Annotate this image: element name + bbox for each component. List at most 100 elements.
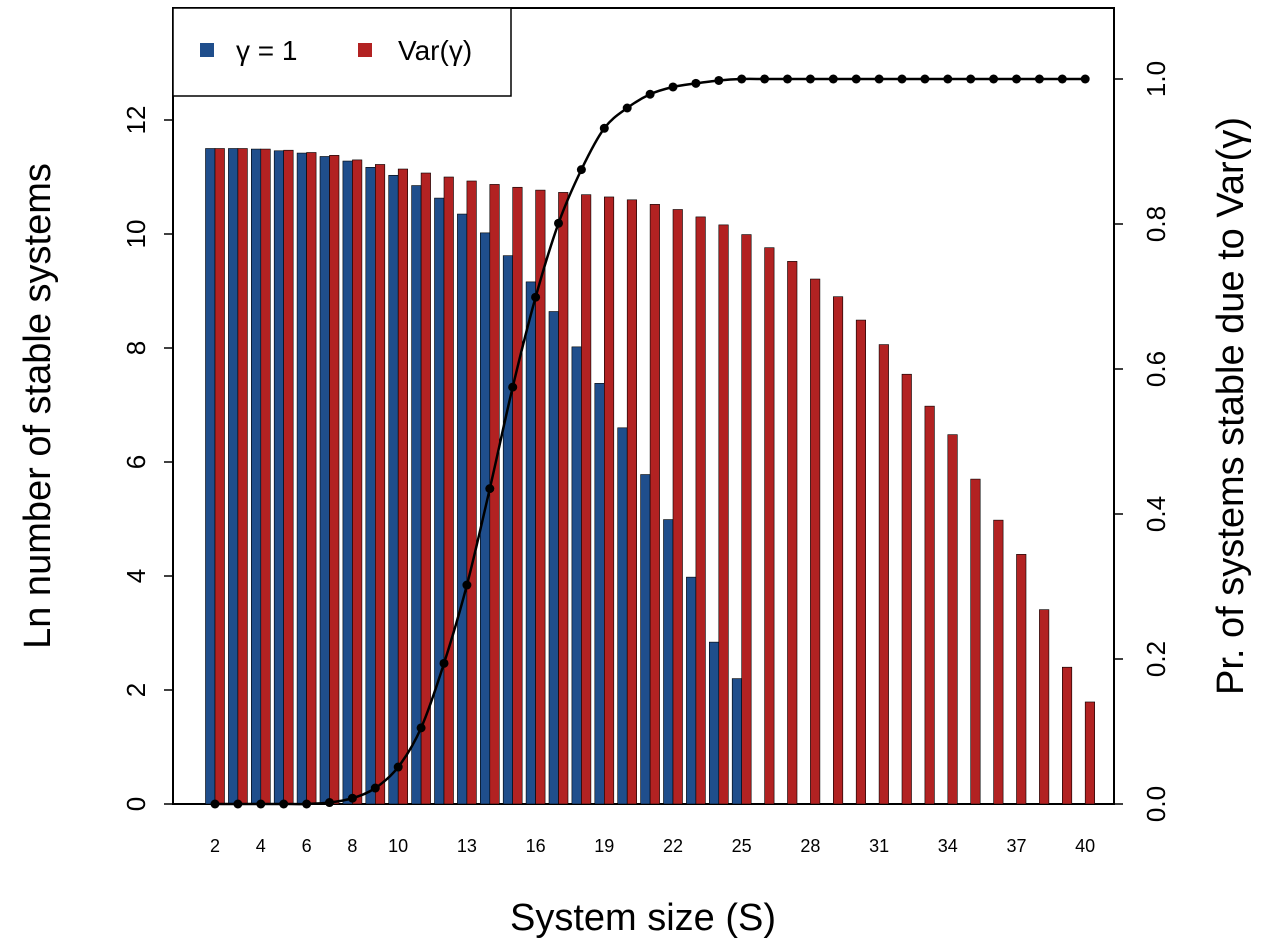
bar-gamma-1-s25 bbox=[731, 678, 743, 805]
bar-var-gamma-s31 bbox=[878, 344, 889, 805]
probability-point-s25 bbox=[737, 74, 747, 84]
probability-line-group bbox=[210, 74, 1090, 809]
bar-gamma-1-s4 bbox=[251, 148, 262, 805]
bar-gamma-1-s9 bbox=[365, 167, 376, 805]
bar-gamma-1-s13 bbox=[457, 213, 468, 805]
probability-point-s15 bbox=[508, 382, 518, 392]
probability-point-s29 bbox=[828, 74, 838, 84]
bar-var-gamma-s12 bbox=[443, 176, 454, 805]
x-tick-label: 8 bbox=[347, 836, 357, 856]
bar-var-gamma-s9 bbox=[374, 164, 386, 805]
bar-var-gamma-s13 bbox=[466, 180, 477, 805]
bar-var-gamma-s28 bbox=[810, 278, 821, 805]
probability-point-s37 bbox=[1012, 74, 1021, 84]
y-axis-title: Ln number of stable systems bbox=[17, 163, 59, 649]
probability-point-s4 bbox=[256, 799, 266, 809]
bar-var-gamma-s25 bbox=[741, 234, 752, 805]
probability-point-s20 bbox=[622, 103, 632, 113]
left-y-axis: 0 2 4 6 8 10 12 bbox=[121, 106, 173, 811]
y2-tick-label: 0.6 bbox=[1141, 351, 1171, 387]
bar-gamma-1-s18 bbox=[571, 346, 582, 805]
y2-tick-label: 0.4 bbox=[1141, 496, 1171, 532]
probability-point-s11 bbox=[416, 723, 426, 733]
y-tick-label: 10 bbox=[121, 220, 151, 249]
bar-var-gamma-s33 bbox=[924, 405, 935, 805]
probability-point-s35 bbox=[966, 74, 976, 84]
y2-tick-label: 0.0 bbox=[1141, 786, 1171, 822]
bar-var-gamma-s5 bbox=[283, 149, 294, 805]
probability-point-s13 bbox=[462, 580, 472, 590]
probability-point-s32 bbox=[897, 74, 907, 84]
probability-point-s21 bbox=[645, 89, 655, 99]
x-tick-label: 28 bbox=[800, 836, 820, 856]
bar-var-gamma-s26 bbox=[764, 247, 775, 805]
y2-tick-label: 0.8 bbox=[1141, 206, 1171, 242]
y-tick-label: 2 bbox=[121, 683, 151, 697]
bar-gamma-1-s12 bbox=[434, 197, 445, 805]
probability-point-s16 bbox=[531, 292, 541, 302]
bar-var-gamma-s18 bbox=[581, 194, 592, 805]
legend: γ = 1 Var(γ) bbox=[172, 7, 512, 97]
probability-point-s5 bbox=[279, 799, 289, 809]
bar-var-gamma-s3 bbox=[237, 148, 248, 805]
probability-point-s9 bbox=[370, 783, 380, 793]
bar-var-gamma-s14 bbox=[489, 184, 500, 805]
bar-var-gamma-s10 bbox=[397, 168, 409, 805]
probability-point-s39 bbox=[1057, 74, 1067, 84]
x-tick-label: 31 bbox=[869, 836, 889, 856]
bar-gamma-1-s24 bbox=[708, 641, 720, 805]
x-tick-label: 2 bbox=[210, 836, 220, 856]
x-tick-label: 37 bbox=[1006, 836, 1026, 856]
probability-point-s7 bbox=[325, 798, 334, 808]
bar-var-gamma-s39 bbox=[1062, 666, 1073, 805]
probability-line bbox=[215, 77, 1086, 806]
bar-var-gamma-s11 bbox=[420, 172, 431, 805]
bar-var-gamma-s38 bbox=[1039, 609, 1050, 805]
probability-point-s23 bbox=[691, 78, 701, 88]
bar-var-gamma-s37 bbox=[1016, 554, 1027, 805]
y-tick-label: 12 bbox=[121, 106, 151, 135]
legend-box bbox=[172, 7, 512, 97]
bar-gamma-1-s3 bbox=[228, 148, 239, 805]
bar-var-gamma-s19 bbox=[603, 196, 615, 805]
legend-swatch-var-gamma bbox=[358, 43, 372, 57]
bar-gamma-1-s23 bbox=[686, 576, 697, 805]
probability-point-s33 bbox=[920, 74, 930, 84]
probability-point-s2 bbox=[210, 799, 220, 809]
x-tick-label: 34 bbox=[938, 836, 958, 856]
probability-point-s27 bbox=[783, 74, 792, 84]
probability-point-s26 bbox=[760, 74, 770, 84]
bar-var-gamma-s35 bbox=[970, 478, 981, 805]
probability-point-s17 bbox=[554, 218, 563, 228]
legend-label-gamma-1: γ = 1 bbox=[236, 35, 297, 66]
bar-var-gamma-s20 bbox=[626, 199, 638, 805]
y2-tick-label: 1.0 bbox=[1141, 61, 1171, 97]
x-tick-label: 16 bbox=[526, 836, 546, 856]
x-tick-label: 25 bbox=[732, 836, 752, 856]
x-tick-label: 4 bbox=[256, 836, 266, 856]
legend-swatch-gamma-1 bbox=[200, 43, 214, 57]
bars-group bbox=[205, 148, 1095, 805]
bar-var-gamma-s30 bbox=[855, 319, 867, 805]
probability-point-s10 bbox=[393, 762, 403, 772]
bar-var-gamma-s24 bbox=[718, 224, 729, 805]
probability-point-s24 bbox=[714, 75, 724, 85]
bar-var-gamma-s27 bbox=[787, 261, 798, 805]
bar-var-gamma-s15 bbox=[512, 186, 523, 805]
probability-point-s12 bbox=[439, 658, 449, 668]
probability-point-s34 bbox=[943, 74, 953, 84]
bar-var-gamma-s2 bbox=[214, 148, 225, 805]
bar-var-gamma-s7 bbox=[329, 155, 340, 805]
probability-point-s19 bbox=[599, 123, 609, 133]
probability-point-s36 bbox=[989, 74, 999, 84]
probability-point-s6 bbox=[302, 799, 312, 809]
y-tick-label: 4 bbox=[121, 569, 151, 583]
x-tick-label: 22 bbox=[663, 836, 683, 856]
y2-tick-label: 0.2 bbox=[1141, 641, 1171, 677]
bar-gamma-1-s19 bbox=[594, 383, 605, 805]
bar-var-gamma-s32 bbox=[901, 373, 912, 805]
y2-axis-title: Pr. of systems stable due to Var(γ) bbox=[1210, 117, 1252, 695]
probability-point-s8 bbox=[347, 793, 357, 803]
bar-gamma-1-s15 bbox=[502, 255, 514, 805]
